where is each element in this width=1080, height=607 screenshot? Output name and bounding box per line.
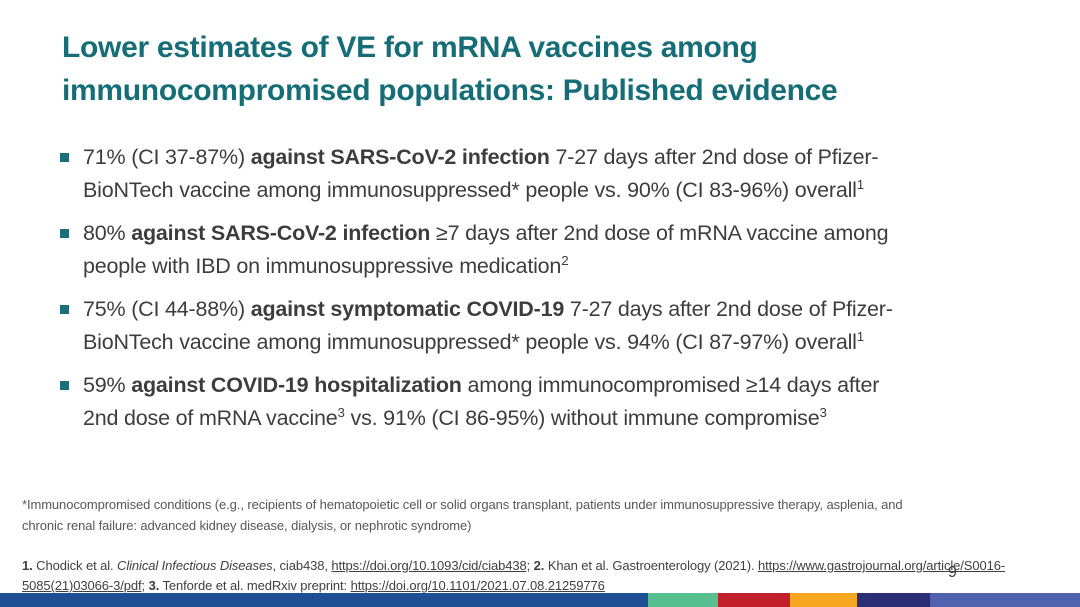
bullet-text-line: BioNTech vaccine among immunosuppressed*…: [83, 174, 878, 207]
bullet-text: 59% against COVID-19 hospitalization amo…: [83, 369, 879, 435]
reference-link[interactable]: 5085(21)03066-3/pdf: [22, 578, 142, 593]
footer-bar: [0, 593, 1080, 607]
footer-bar-segment-green: [648, 593, 719, 607]
text-segment: Khan et al. Gastroenterology (2021).: [544, 558, 759, 573]
bullet-item: 80% against SARS-CoV-2 infection ≥7 days…: [60, 217, 1020, 283]
text-segment: against symptomatic COVID-19: [250, 297, 565, 321]
bullet-text-line: 80% against SARS-CoV-2 infection ≥7 days…: [83, 217, 889, 250]
text-segment: 80%: [83, 221, 132, 245]
footnote: *Immunocompromised conditions (e.g., rec…: [22, 494, 1067, 536]
text-segment: BioNTech vaccine among immunosuppressed*…: [83, 178, 857, 202]
footer-bar-segment-red: [718, 593, 790, 607]
text-segment: against COVID-19 hospitalization: [131, 373, 462, 397]
reference-link[interactable]: https://doi.org/10.1101/2021.07.08.21259…: [350, 578, 605, 593]
text-segment: 2: [561, 252, 569, 268]
text-segment: 1: [856, 176, 864, 192]
text-segment: 7-27 days after 2nd dose of Pfizer-: [549, 145, 879, 169]
text-segment: 75% (CI 44-88%): [83, 297, 251, 321]
footnote-line: *Immunocompromised conditions (e.g., rec…: [22, 497, 903, 512]
text-segment: Tenforde et al. medRxiv preprint:: [159, 578, 351, 593]
text-segment: ≥7 days after 2nd dose of mRNA vaccine a…: [430, 221, 889, 245]
text-segment: 59%: [83, 373, 132, 397]
text-segment: 71% (CI 37-87%): [83, 145, 251, 169]
bullet-text-line: 2nd dose of mRNA vaccine3 vs. 91% (CI 86…: [83, 402, 879, 435]
text-segment: 7-27 days after 2nd dose of Pfizer-: [564, 297, 893, 321]
footnote-line: chronic renal failure: advanced kidney d…: [22, 518, 472, 533]
text-segment: against SARS-CoV-2 infection: [131, 221, 431, 245]
bullet-text-line: 71% (CI 37-87%) against SARS-CoV-2 infec…: [83, 141, 879, 174]
text-segment: 1.: [22, 558, 33, 573]
text-segment: , ciab438,: [272, 558, 332, 573]
footer-bar-segment-periwinkle: [929, 593, 1080, 607]
bullet-item: 59% against COVID-19 hospitalization amo…: [60, 369, 1020, 435]
bullet-square-icon: [60, 229, 69, 238]
bullet-text-line: BioNTech vaccine among immunosuppressed*…: [83, 326, 893, 359]
bullet-list: 71% (CI 37-87%) against SARS-CoV-2 infec…: [60, 141, 1020, 445]
bullet-square-icon: [60, 305, 69, 314]
text-segment: 2nd dose of mRNA vaccine: [83, 406, 338, 430]
footer-bar-segment-navy: [856, 593, 930, 607]
bullet-text: 71% (CI 37-87%) against SARS-CoV-2 infec…: [83, 141, 879, 207]
text-segment: 2.: [533, 558, 545, 573]
footer-bar-segment-blue: [0, 593, 648, 607]
text-segment: among immunocompromised ≥14 days after: [461, 373, 880, 397]
bullet-text-line: people with IBD on immunosuppressive med…: [83, 250, 888, 283]
bullet-text-line: 59% against COVID-19 hospitalization amo…: [83, 369, 879, 402]
text-segment: 1: [856, 328, 864, 344]
text-segment: 3: [819, 404, 827, 420]
text-segment: 3.: [148, 578, 160, 593]
bullet-square-icon: [60, 153, 69, 162]
page-number: 9: [948, 564, 957, 581]
references: 1. Chodick et al. Clinical Infectious Di…: [22, 556, 1072, 596]
bullet-item: 75% (CI 44-88%) against symptomatic COVI…: [60, 293, 1020, 359]
reference-line: 1. Chodick et al. Clinical Infectious Di…: [22, 556, 1072, 576]
slide-title: Lower estimates of VE for mRNA vaccines …: [62, 31, 838, 107]
text-segment: against SARS-CoV-2 infection: [250, 145, 550, 169]
reference-link[interactable]: https://www.gastrojournal.org/article/S0…: [758, 558, 1006, 573]
reference-link[interactable]: https://doi.org/10.1093/cid/ciab438;: [331, 558, 531, 573]
bullet-text: 80% against SARS-CoV-2 infection ≥7 days…: [83, 217, 889, 283]
text-segment: vs. 91% (CI 86-95%) without immune compr…: [344, 406, 820, 430]
text-segment: Clinical Infectious Diseases: [117, 558, 273, 573]
text-segment: Chodick et al.: [32, 558, 118, 573]
text-segment: people with IBD on immunosuppressive med…: [83, 254, 562, 278]
reference-line: 5085(21)03066-3/pdf; 3. Tenforde et al. …: [22, 576, 1072, 596]
text-segment: ;: [141, 578, 149, 593]
bullet-text-line: 75% (CI 44-88%) against symptomatic COVI…: [83, 293, 893, 326]
bullet-text: 75% (CI 44-88%) against symptomatic COVI…: [83, 293, 893, 359]
footer-bar-segment-amber: [790, 593, 857, 607]
text-segment: 3: [337, 404, 345, 420]
bullet-square-icon: [60, 381, 69, 390]
bullet-item: 71% (CI 37-87%) against SARS-CoV-2 infec…: [60, 141, 1020, 207]
text-segment: BioNTech vaccine among immunosuppressed*…: [83, 330, 857, 354]
